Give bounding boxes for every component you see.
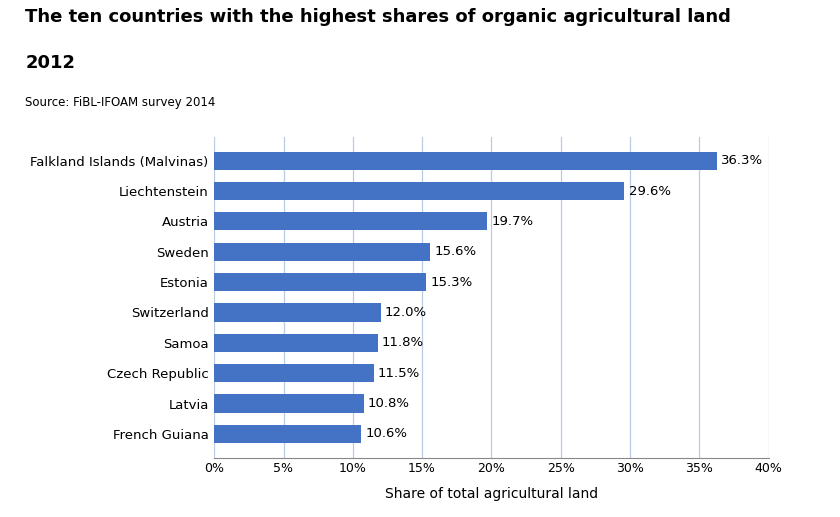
Text: 36.3%: 36.3% [722, 154, 764, 167]
Text: 19.7%: 19.7% [491, 215, 533, 228]
Text: 15.6%: 15.6% [434, 245, 476, 258]
Text: The ten countries with the highest shares of organic agricultural land: The ten countries with the highest share… [25, 8, 731, 26]
Bar [214, 303, 381, 322]
Bar [214, 182, 624, 200]
Text: 15.3%: 15.3% [430, 276, 473, 288]
Text: 10.6%: 10.6% [365, 428, 407, 440]
Bar [214, 364, 374, 382]
Text: Source: FiBL-IFOAM survey 2014: Source: FiBL-IFOAM survey 2014 [25, 96, 216, 109]
Text: 2012: 2012 [25, 54, 76, 72]
Bar [214, 273, 426, 291]
Text: 11.5%: 11.5% [378, 367, 420, 379]
X-axis label: Share of total agricultural land: Share of total agricultural land [385, 486, 598, 500]
Text: 29.6%: 29.6% [628, 185, 670, 197]
Bar [214, 151, 717, 170]
Bar [214, 242, 430, 261]
Text: 10.8%: 10.8% [368, 397, 410, 410]
Text: 12.0%: 12.0% [385, 306, 427, 319]
Bar [214, 425, 361, 443]
Bar [214, 394, 364, 413]
Bar [214, 333, 378, 352]
Bar [214, 212, 487, 231]
Text: 11.8%: 11.8% [382, 336, 424, 349]
